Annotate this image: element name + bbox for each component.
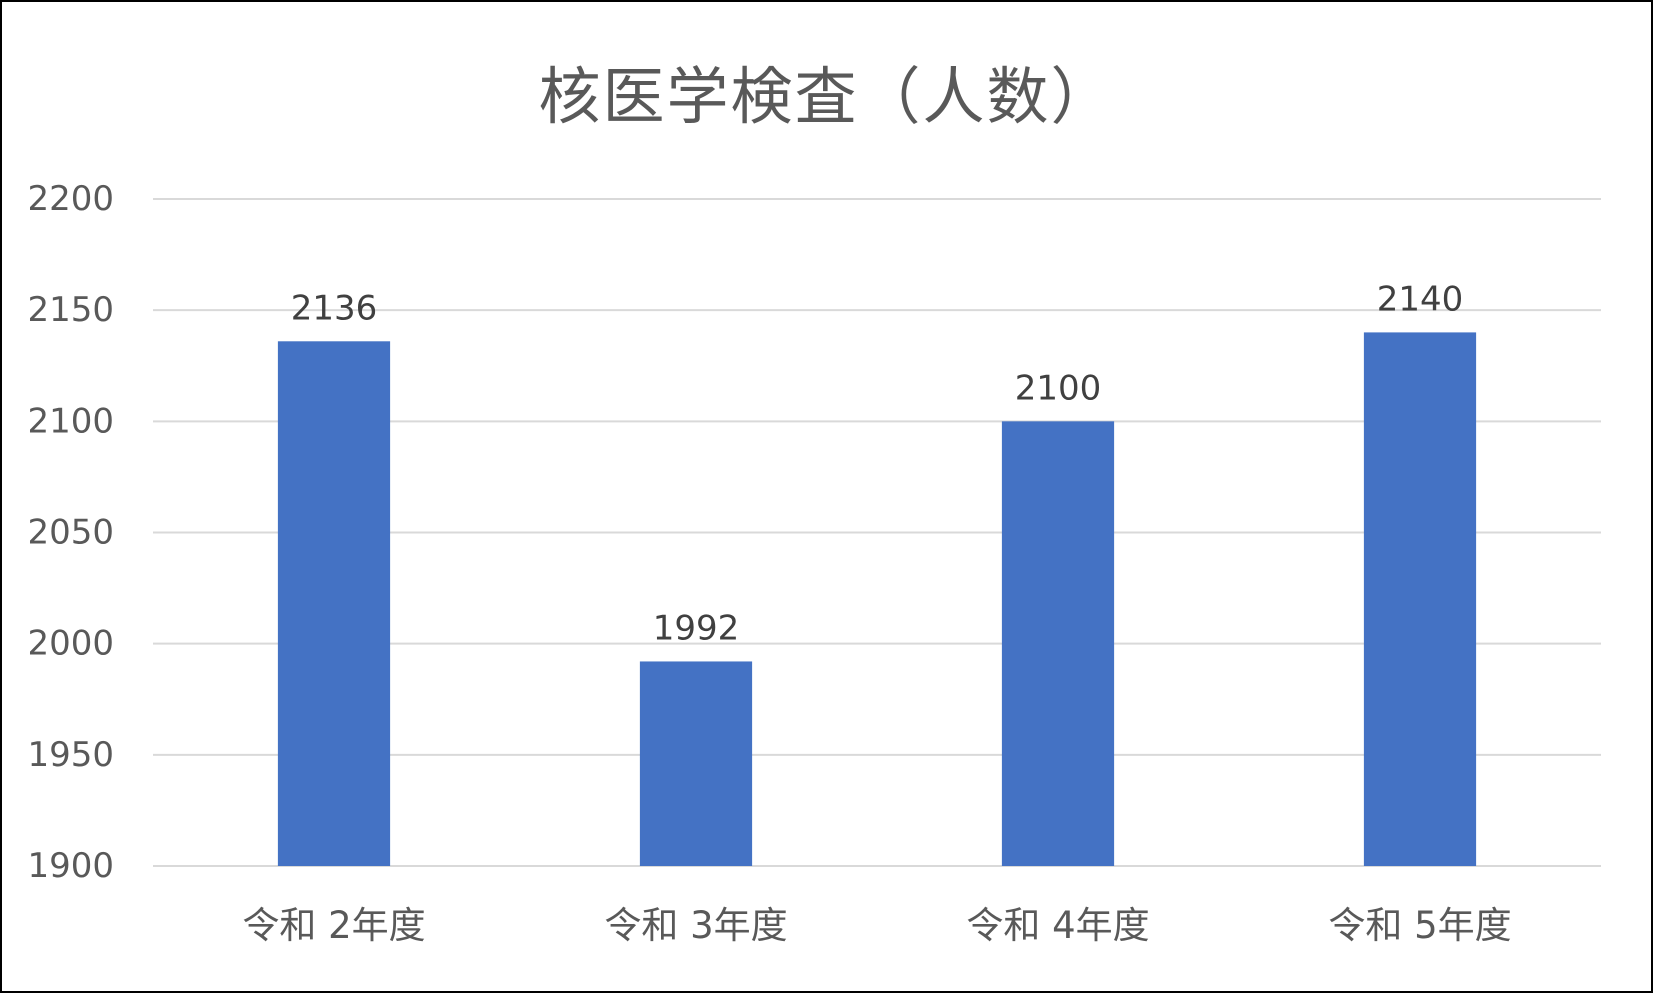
x-category-label: 令和 3年度 [604,904,787,947]
y-tick-label: 2000 [27,624,114,664]
x-category-label: 令和 5年度 [1328,904,1511,947]
x-axis-categories: 令和 2年度 令和 3年度 令和 4年度 令和 5年度 [242,904,1511,947]
gridlines [153,198,1601,867]
bar [1001,421,1115,866]
data-label: 1992 [653,608,740,648]
data-labels: 2136 1992 2100 2140 [291,279,1464,648]
chart-title: 核医学検査（人数） [538,60,1115,133]
y-tick-label: 2050 [27,513,114,553]
bars [277,332,1477,866]
y-tick-label: 2200 [27,179,114,219]
data-label: 2136 [291,288,378,328]
bar [639,661,753,866]
data-label: 2140 [1377,279,1464,319]
y-tick-label: 1950 [27,735,114,775]
bar [277,341,391,866]
x-category-label: 令和 2年度 [242,904,425,947]
y-tick-label: 2150 [27,290,114,330]
y-tick-label: 2100 [27,401,114,441]
y-tick-label: 1900 [27,846,114,886]
y-axis-ticks: 1900 1950 2000 2050 2100 2150 2200 [27,179,114,886]
x-category-label: 令和 4年度 [966,904,1149,947]
bar [1363,332,1477,866]
data-label: 2100 [1015,368,1102,408]
